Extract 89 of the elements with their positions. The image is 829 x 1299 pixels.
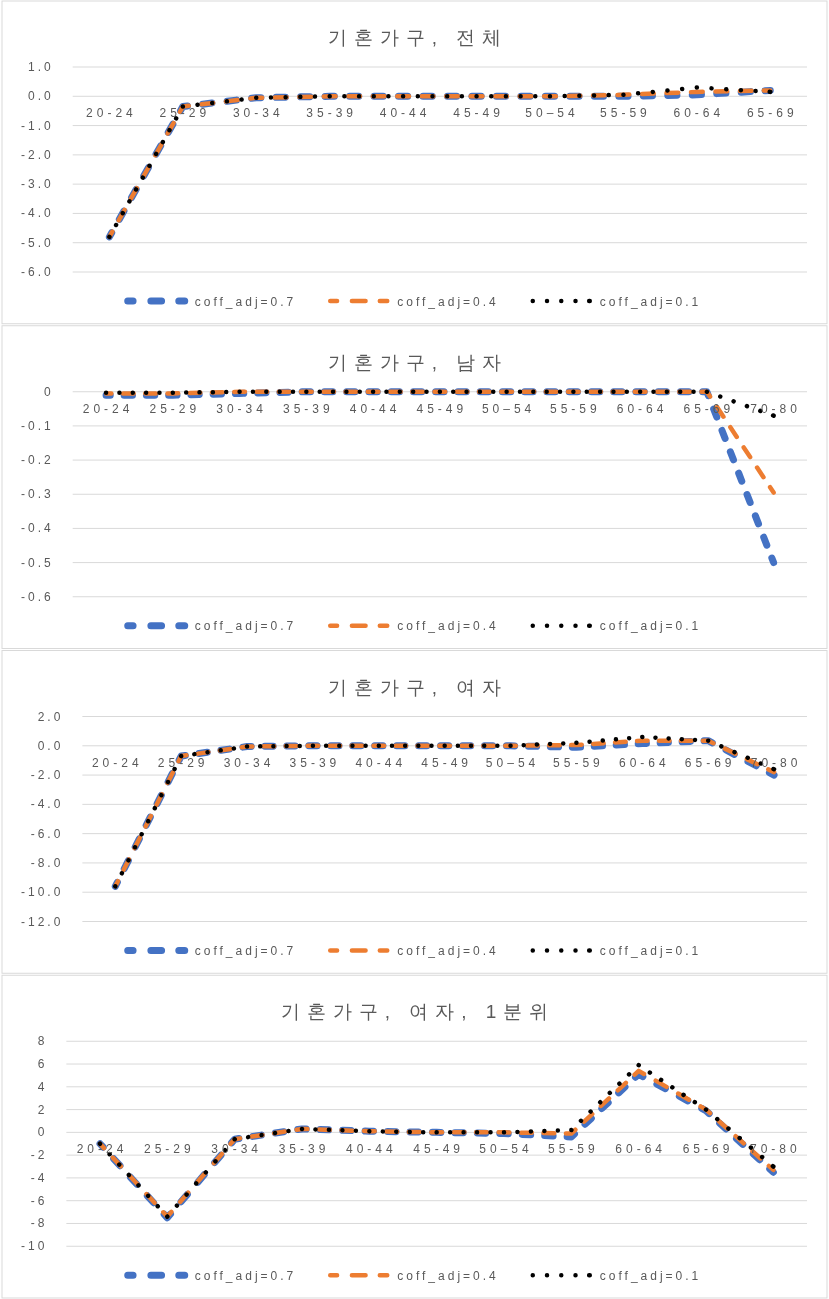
x-tick-label: 50–54 xyxy=(485,755,540,770)
y-tick-label: 0.0 xyxy=(37,738,64,753)
x-tick-label: 20-24 xyxy=(82,401,134,416)
x-tick-label: 40-44 xyxy=(379,106,431,121)
legend-label: coff_adj=0.4 xyxy=(397,1268,499,1283)
y-tick-label: -5.0 xyxy=(21,235,54,250)
x-tick-label: 35-39 xyxy=(278,1142,330,1157)
y-tick-label: 0 xyxy=(44,384,54,399)
x-tick-label: 50–54 xyxy=(481,401,536,416)
x-tick-label: 25-29 xyxy=(149,401,201,416)
legend-label: coff_adj=0.4 xyxy=(397,619,499,634)
y-tick-label: -12.0 xyxy=(21,914,64,929)
y-tick-label: -6.0 xyxy=(21,265,54,279)
x-tick-label: 55-59 xyxy=(600,106,651,121)
y-tick-label: -6.0 xyxy=(30,826,64,841)
x-tick-label: 20-24 xyxy=(86,106,137,121)
legend-label: coff_adj=0.4 xyxy=(397,294,499,309)
legend-label: coff_adj=0.7 xyxy=(194,1268,297,1283)
y-tick-label: 8 xyxy=(37,1034,48,1049)
y-tick-label: -3.0 xyxy=(21,177,54,192)
y-tick-label: -8 xyxy=(30,1216,48,1231)
y-tick-label: -1.0 xyxy=(21,118,54,133)
chart-title: 기혼가구, 남자 xyxy=(327,351,509,373)
x-tick-label: 45-49 xyxy=(413,1142,465,1157)
y-tick-label: -4 xyxy=(30,1170,48,1185)
x-tick-label: 45-49 xyxy=(416,401,468,416)
y-tick-label: -0.1 xyxy=(21,418,54,433)
x-tick-label: 30-34 xyxy=(232,106,284,121)
y-tick-label: 2.0 xyxy=(37,709,64,724)
x-tick-label: 60-64 xyxy=(616,401,668,416)
chart-title: 기혼가구, 전체 xyxy=(327,27,509,48)
x-tick-label: 65-69 xyxy=(684,755,736,770)
x-tick-label: 30-34 xyxy=(223,755,275,770)
legend-label: coff_adj=0.7 xyxy=(194,294,297,309)
y-tick-label: 0.0 xyxy=(28,89,54,104)
x-tick-label: 30-34 xyxy=(211,1142,263,1157)
y-tick-label: -0.5 xyxy=(21,555,54,570)
x-tick-label: 60-64 xyxy=(618,755,670,770)
y-tick-label: -0.6 xyxy=(21,589,54,604)
x-tick-label: 55-59 xyxy=(550,401,601,416)
x-tick-label: 30-34 xyxy=(216,401,267,416)
legend-label: coff_adj=0.1 xyxy=(599,944,702,958)
legend-label: coff_adj=0.1 xyxy=(599,1268,702,1283)
x-tick-label: 50–54 xyxy=(525,106,579,121)
y-tick-label: -0.4 xyxy=(21,521,54,536)
x-tick-label: 40-44 xyxy=(345,1142,397,1157)
x-tick-label: 60-64 xyxy=(615,1142,667,1157)
x-tick-label: 65-69 xyxy=(746,106,798,121)
x-tick-label: 35-39 xyxy=(289,755,341,770)
y-tick-label: 2 xyxy=(37,1102,48,1117)
x-tick-label: 50–54 xyxy=(479,1142,533,1157)
legend-label: coff_adj=0.1 xyxy=(599,619,702,634)
x-tick-label: 25-29 xyxy=(143,1142,195,1157)
x-tick-label: 20-24 xyxy=(91,755,143,770)
y-tick-label: -2.0 xyxy=(21,147,54,162)
x-tick-label: 70-80 xyxy=(750,401,801,416)
x-tick-label: 45-49 xyxy=(421,755,473,770)
y-tick-label: 6 xyxy=(37,1057,48,1072)
y-tick-label: -0.2 xyxy=(21,453,54,468)
y-tick-label: -10 xyxy=(21,1239,48,1254)
chart-title: 기혼가구, 여자, 1분위 xyxy=(280,1001,556,1023)
y-tick-label: 0 xyxy=(37,1125,48,1140)
chart-title: 기혼가구, 여자 xyxy=(327,676,509,698)
legend-label: coff_adj=0.7 xyxy=(194,619,297,634)
x-tick-label: 40-44 xyxy=(355,755,407,770)
x-tick-label: 40-44 xyxy=(349,401,401,416)
x-tick-label: 55-59 xyxy=(553,755,604,770)
x-tick-label: 25-29 xyxy=(157,755,209,770)
x-tick-label: 55-59 xyxy=(547,1142,599,1157)
y-tick-label: -2.0 xyxy=(30,768,64,783)
x-tick-label: 45-49 xyxy=(453,106,504,121)
y-tick-label: -4.0 xyxy=(30,797,64,812)
y-tick-label: -10.0 xyxy=(21,885,64,900)
y-tick-label: 4 xyxy=(37,1079,48,1094)
x-tick-label: 25-29 xyxy=(159,106,211,121)
y-tick-label: -2 xyxy=(30,1148,48,1163)
y-tick-label: -8.0 xyxy=(30,855,64,870)
y-tick-label: -6 xyxy=(30,1193,48,1208)
y-tick-label: 1.0 xyxy=(28,60,54,74)
x-tick-label: 35-39 xyxy=(282,401,334,416)
legend-label: coff_adj=0.4 xyxy=(397,944,499,958)
y-tick-label: -0.3 xyxy=(21,487,54,502)
x-tick-label: 20-24 xyxy=(76,1142,128,1157)
legend-label: coff_adj=0.1 xyxy=(599,294,702,309)
x-tick-label: 35-39 xyxy=(306,106,358,121)
y-tick-label: -4.0 xyxy=(21,206,54,221)
legend-label: coff_adj=0.7 xyxy=(194,944,297,958)
x-tick-label: 60-64 xyxy=(673,106,725,121)
x-tick-label: 65-69 xyxy=(682,1142,734,1157)
